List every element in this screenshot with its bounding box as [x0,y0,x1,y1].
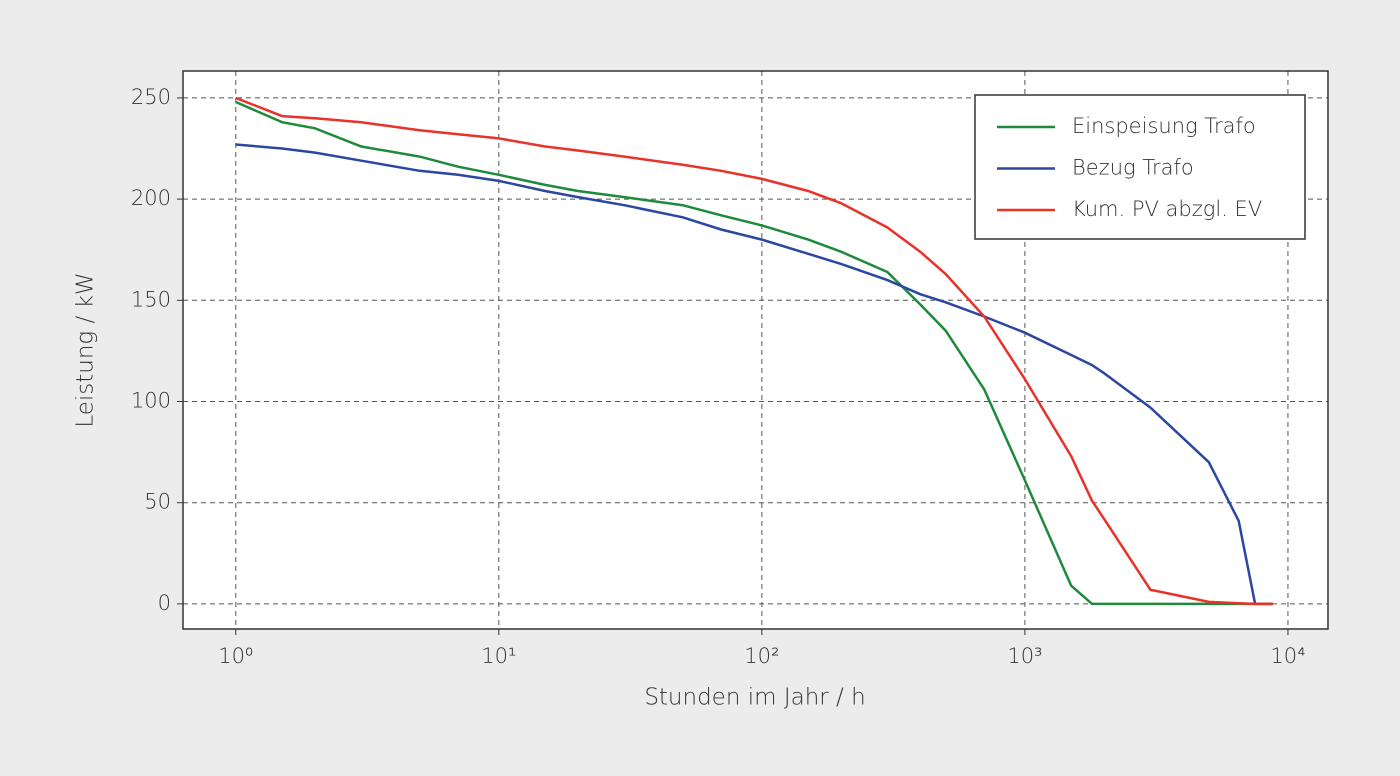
series-line [235,96,1273,606]
series-line [235,100,1273,606]
y-tick-label: 100 [131,389,171,413]
y-tick-label: 0 [158,591,171,615]
x-tick-label: 10⁴ [1270,644,1305,668]
x-axis-label: Stunden im Jahr / h [644,685,865,711]
y-tick-label: 200 [131,186,171,210]
x-tick-label: 10⁰ [218,644,253,668]
x-tick-label: 10³ [1007,644,1042,668]
y-tick-label: 250 [131,85,171,109]
plot-frame [182,70,1329,630]
legend-label: Kum. PV abzgl. EV [1072,197,1262,221]
x-tick-label: 10¹ [481,644,516,668]
x-tick-label: 10² [744,644,779,668]
y-tick-label: 50 [144,490,171,514]
y-axis-label: Leistung / kW [73,272,99,427]
series-line [235,143,1273,606]
y-tick-label: 150 [131,287,171,311]
legend-box [974,94,1306,240]
legend-label: Bezug Trafo [1072,156,1194,180]
legend-label: Einspeisung Trafo [1072,114,1256,138]
